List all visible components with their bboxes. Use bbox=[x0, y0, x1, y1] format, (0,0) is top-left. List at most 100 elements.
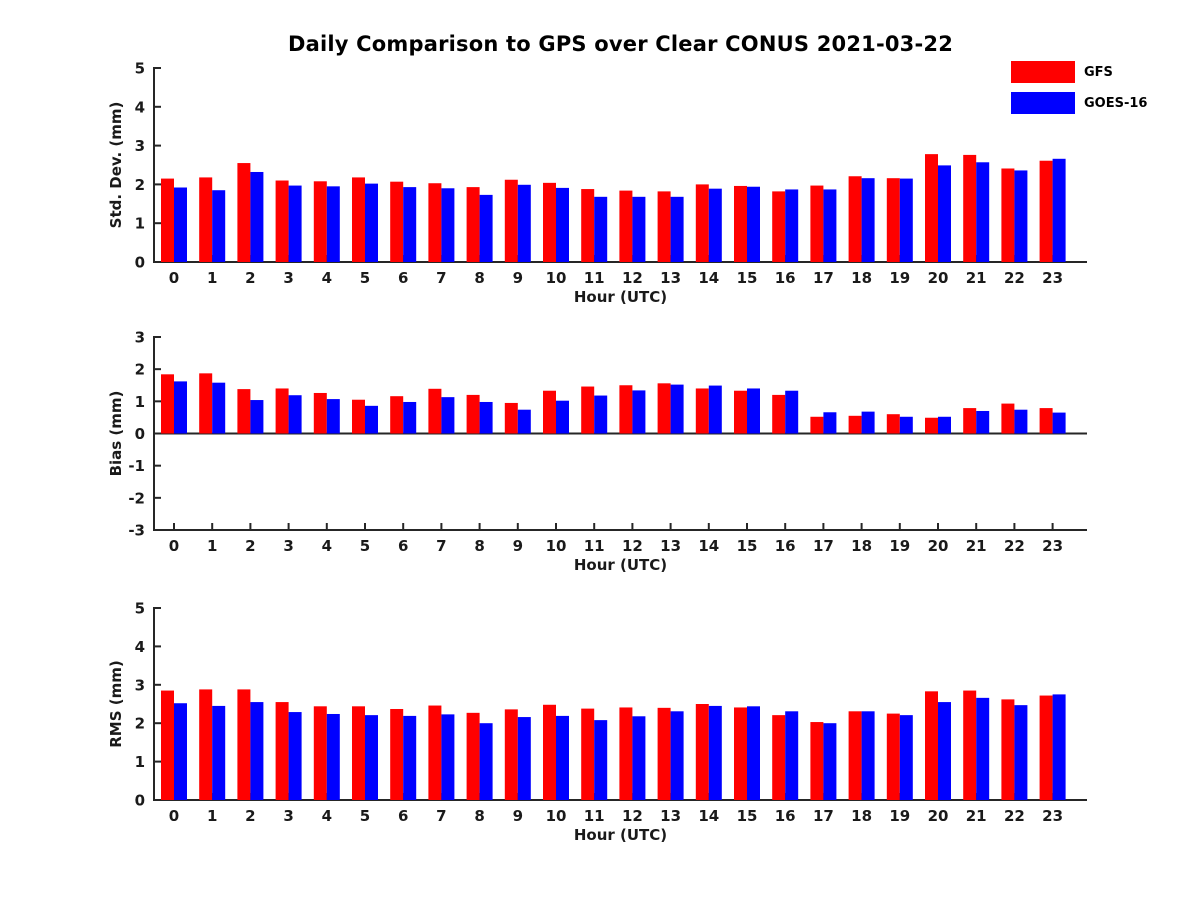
goes16-bar-h20 bbox=[938, 416, 951, 434]
x-tick-label: 13 bbox=[660, 269, 681, 287]
y-tick-label: 5 bbox=[135, 600, 145, 618]
gfs-bar-h12 bbox=[619, 190, 633, 262]
x-tick-label: 12 bbox=[622, 537, 643, 555]
goes16-bar-h23 bbox=[1052, 694, 1066, 800]
gfs-bar-h11 bbox=[581, 708, 595, 800]
gfs-bar-h19 bbox=[886, 178, 900, 262]
goes16-bar-h11 bbox=[594, 395, 608, 434]
y-tick-label: 3 bbox=[135, 329, 145, 347]
gfs-bar-h16 bbox=[772, 191, 786, 262]
x-tick-label: 7 bbox=[436, 807, 446, 825]
gfs-bar-h0 bbox=[161, 690, 174, 800]
gfs-bar-h11 bbox=[581, 189, 595, 262]
goes16-bar-h18 bbox=[861, 711, 875, 800]
x-tick-label: 14 bbox=[698, 269, 719, 287]
goes16-bar-h9 bbox=[517, 184, 531, 262]
gfs-bar-h18 bbox=[848, 711, 862, 800]
gfs-bar-h12 bbox=[619, 707, 633, 800]
x-tick-label: 15 bbox=[737, 807, 758, 825]
goes16-bar-h11 bbox=[594, 720, 608, 800]
x-tick-label: 16 bbox=[775, 807, 796, 825]
y-tick-label: -3 bbox=[128, 522, 145, 540]
gfs-bar-h23 bbox=[1039, 695, 1053, 800]
goes16-bar-h3 bbox=[288, 185, 302, 262]
gfs-bar-h6 bbox=[390, 396, 404, 434]
goes16-bar-h4 bbox=[326, 186, 340, 262]
x-tick-label: 2 bbox=[245, 537, 255, 555]
gfs-bar-h18 bbox=[848, 415, 862, 434]
gfs-bar-h17 bbox=[810, 416, 824, 434]
x-tick-label: 8 bbox=[474, 537, 484, 555]
goes16-bar-h7 bbox=[441, 714, 455, 800]
goes16-bar-h15 bbox=[747, 706, 760, 800]
gfs-bar-h23 bbox=[1039, 408, 1053, 434]
x-tick-label: 20 bbox=[928, 269, 949, 287]
goes16-bar-h10 bbox=[556, 400, 569, 434]
x-tick-label: 3 bbox=[283, 269, 293, 287]
gfs-bar-h13 bbox=[657, 191, 671, 262]
goes16-bar-h10 bbox=[556, 187, 569, 262]
gfs-bar-h9 bbox=[504, 709, 518, 800]
x-tick-label: 9 bbox=[513, 537, 523, 555]
gfs-bar-h21 bbox=[963, 690, 977, 800]
gfs-bar-h22 bbox=[1001, 699, 1015, 800]
goes16-bar-h8 bbox=[479, 401, 493, 434]
x-tick-label: 15 bbox=[737, 537, 758, 555]
x-tick-label: 9 bbox=[513, 807, 523, 825]
x-tick-label: 6 bbox=[398, 269, 408, 287]
x-tick-label: 9 bbox=[513, 269, 523, 287]
goes16-bar-h7 bbox=[441, 188, 455, 262]
x-tick-label: 7 bbox=[436, 537, 446, 555]
goes16-bar-h12 bbox=[632, 196, 646, 262]
legend-entry-gfs: GFS bbox=[1011, 61, 1147, 83]
goes16-bar-h3 bbox=[288, 712, 302, 800]
gfs-bar-h3 bbox=[275, 180, 289, 262]
x-tick-label: 21 bbox=[966, 807, 987, 825]
goes16-bar-h18 bbox=[861, 411, 875, 434]
gfs-bar-h23 bbox=[1039, 160, 1053, 262]
goes16-bar-h18 bbox=[861, 178, 875, 262]
goes16-bar-h22 bbox=[1014, 705, 1028, 800]
goes16-bar-h22 bbox=[1014, 170, 1028, 262]
x-tick-label: 18 bbox=[851, 807, 872, 825]
goes16-bar-h6 bbox=[403, 187, 417, 262]
legend-label-gfs: GFS bbox=[1084, 64, 1113, 80]
y-tick-label: 1 bbox=[135, 753, 145, 771]
gfs-bar-h5 bbox=[352, 177, 365, 262]
legend-label-goes16: GOES-16 bbox=[1084, 95, 1148, 111]
goes16-bar-h21 bbox=[976, 410, 990, 434]
x-axis-title: Hour (UTC) bbox=[574, 288, 667, 306]
x-tick-label: 4 bbox=[322, 537, 332, 555]
x-tick-label: 21 bbox=[966, 537, 987, 555]
x-tick-label: 21 bbox=[966, 269, 987, 287]
y-tick-label: -1 bbox=[128, 457, 145, 475]
x-tick-label: 19 bbox=[889, 269, 910, 287]
x-tick-label: 1 bbox=[207, 269, 217, 287]
x-tick-label: 19 bbox=[889, 807, 910, 825]
x-tick-label: 5 bbox=[360, 269, 370, 287]
goes16-bar-h13 bbox=[670, 196, 684, 262]
goes16-bar-h10 bbox=[556, 715, 569, 800]
y-tick-label: 2 bbox=[135, 715, 145, 733]
legend-entry-goes16: GOES-16 bbox=[1011, 92, 1147, 114]
x-tick-label: 10 bbox=[546, 807, 567, 825]
goes16-bar-h5 bbox=[365, 715, 378, 800]
goes16-bar-h15 bbox=[747, 186, 760, 262]
goes16-bar-h21 bbox=[976, 162, 990, 262]
gfs-bar-h5 bbox=[352, 706, 365, 800]
gfs-bar-h2 bbox=[237, 689, 251, 800]
y-tick-label: 0 bbox=[135, 792, 145, 810]
y-tick-label: 5 bbox=[135, 60, 145, 78]
x-tick-label: 2 bbox=[245, 269, 255, 287]
gfs-bar-h14 bbox=[695, 184, 709, 262]
gfs-bar-h7 bbox=[428, 388, 442, 434]
gfs-bar-h19 bbox=[886, 414, 900, 434]
goes16-bar-h20 bbox=[938, 165, 951, 262]
gfs-bar-h10 bbox=[543, 182, 556, 262]
goes16-bar-h2 bbox=[250, 702, 264, 800]
goes16-bar-h0 bbox=[174, 381, 187, 434]
x-tick-label: 10 bbox=[546, 269, 567, 287]
x-tick-label: 14 bbox=[698, 807, 719, 825]
